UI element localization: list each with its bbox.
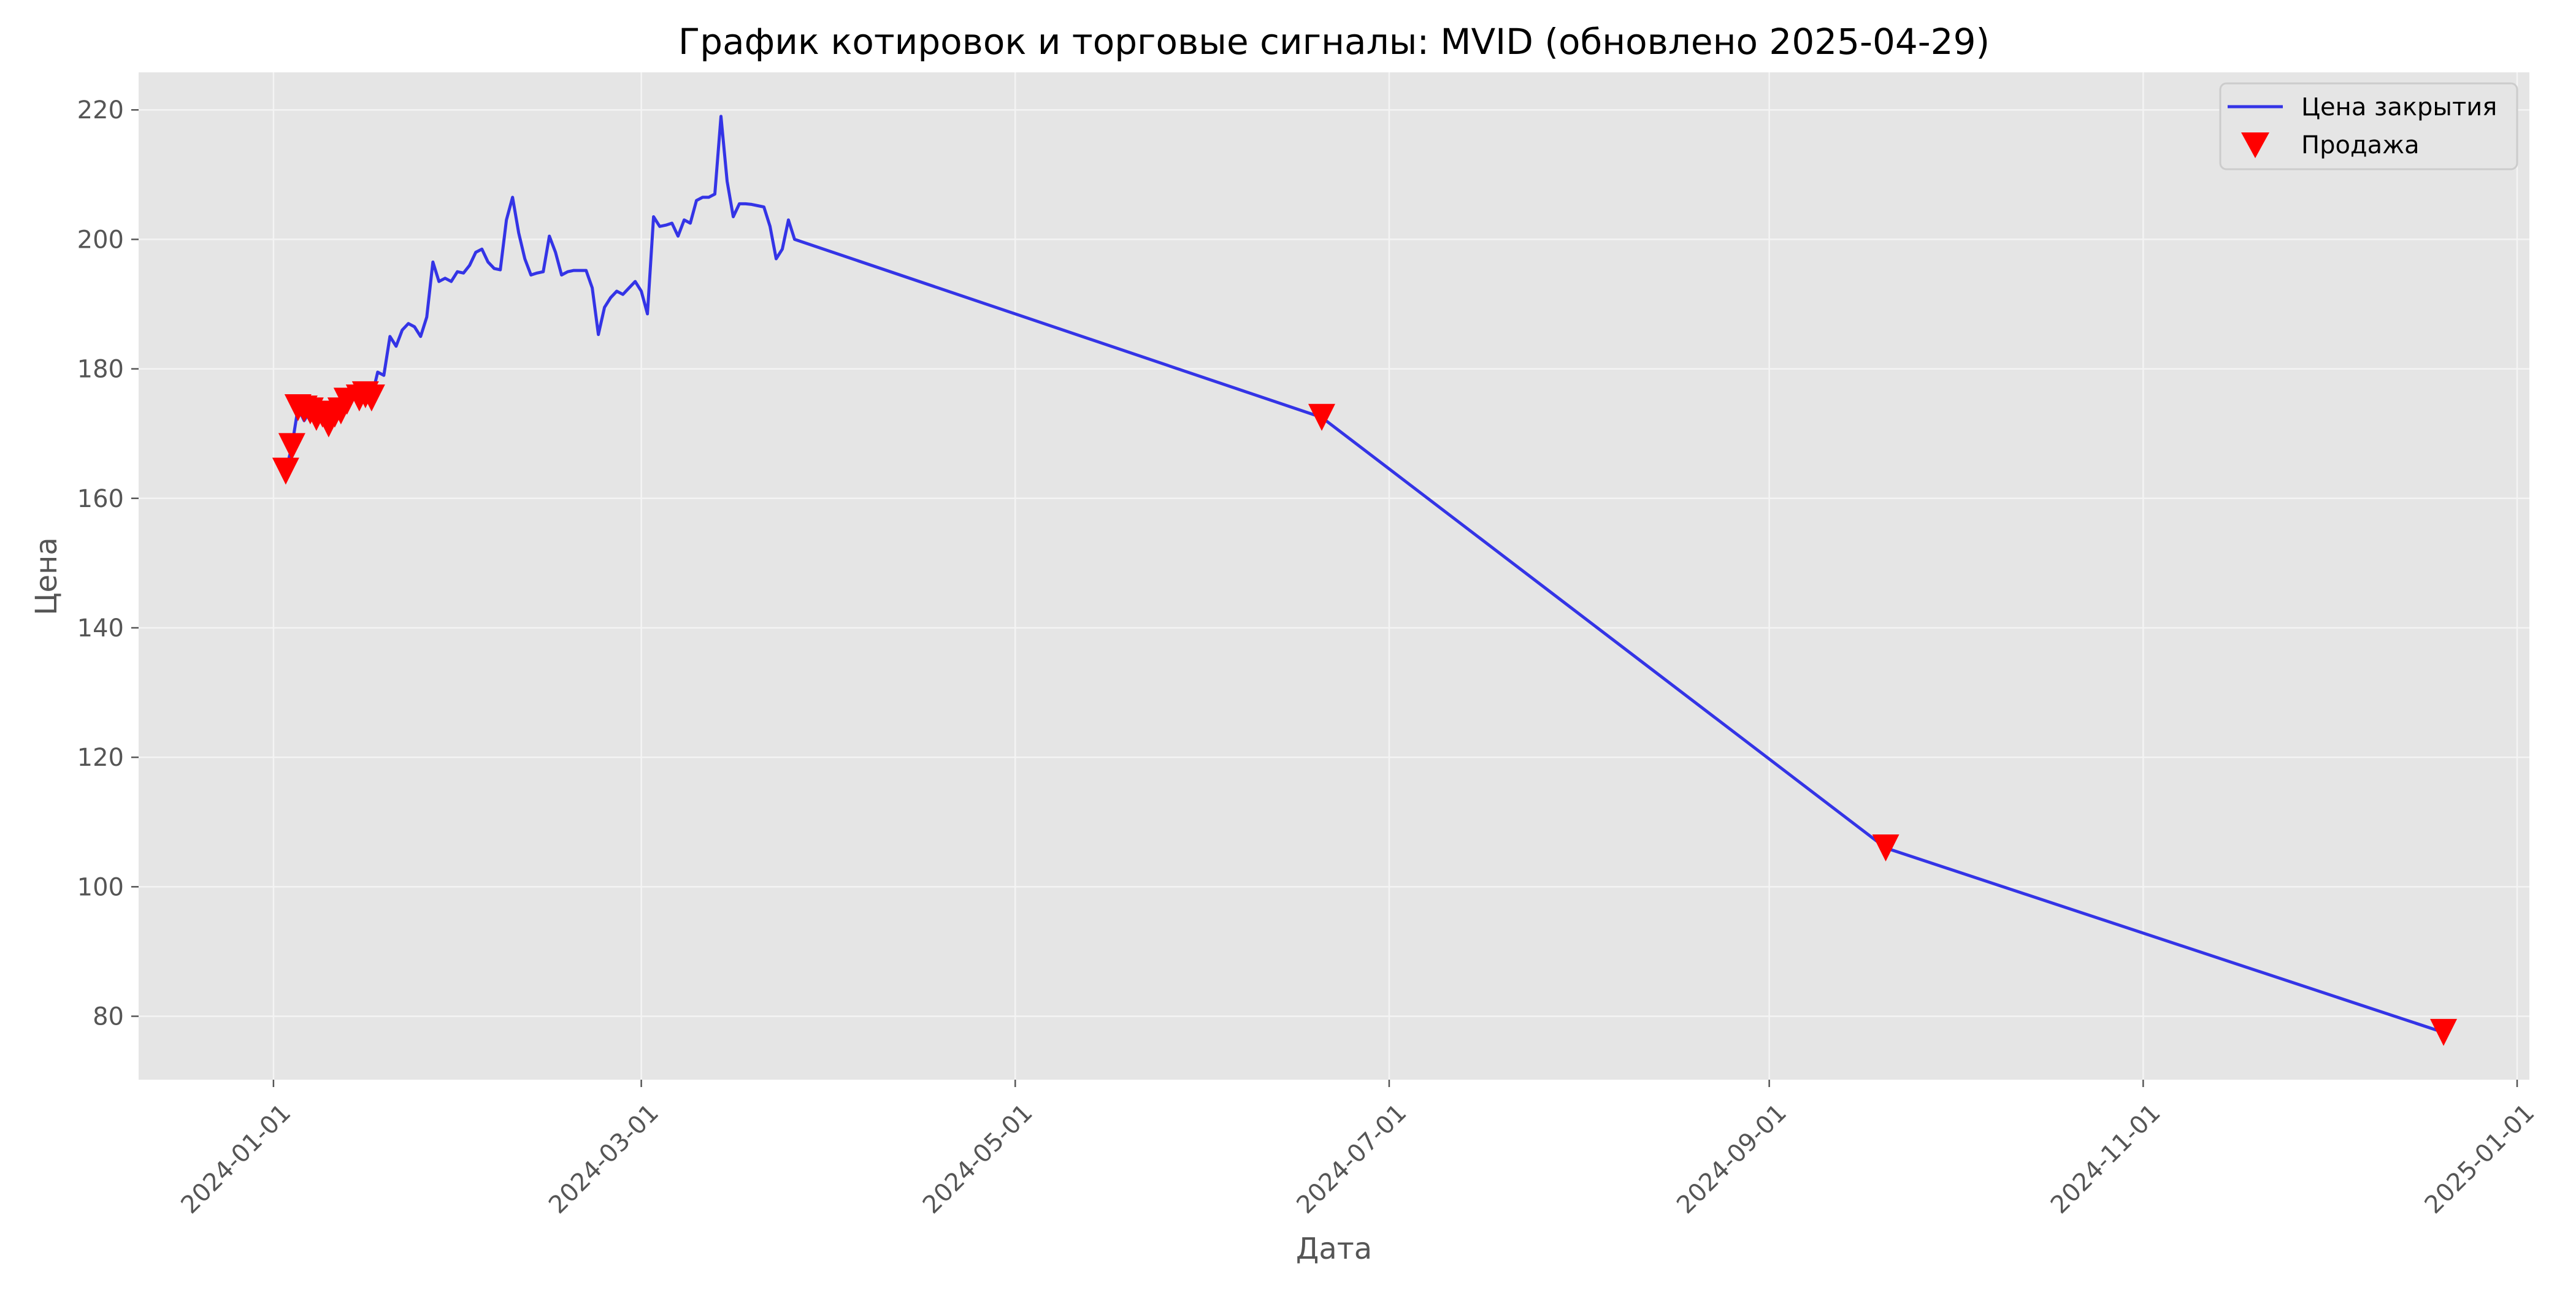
marker-layer	[272, 381, 2458, 1046]
y-tick-label: 80	[93, 1003, 124, 1031]
y-tick-label: 180	[77, 356, 124, 384]
sell-signal-marker	[1872, 834, 1899, 861]
y-tick-label: 140	[77, 614, 124, 643]
legend-label-sell: Продажа	[2301, 131, 2420, 159]
plot-area	[139, 72, 2529, 1080]
y-axis-label: Цена	[29, 537, 64, 616]
legend-sell-marker-icon	[2241, 132, 2269, 158]
sell-signal-marker	[2430, 1018, 2458, 1046]
sell-signal-marker	[272, 457, 299, 485]
legend: Цена закрытия Продажа	[2219, 82, 2518, 170]
chart-title: График котировок и торговые сигналы: MVI…	[678, 21, 1990, 63]
y-tick-label: 100	[77, 873, 124, 901]
sell-signal-marker	[1308, 403, 1336, 431]
sell-signal-marker	[358, 384, 385, 412]
y-tick-label: 160	[77, 485, 124, 513]
legend-box	[2219, 82, 2518, 170]
y-tick-label: 220	[77, 96, 124, 124]
sell-signal-marker	[278, 433, 305, 460]
x-axis-label: Дата	[1296, 1232, 1372, 1266]
y-tick-label: 200	[77, 226, 124, 254]
legend-label-close-price: Цена закрытия	[2301, 93, 2497, 121]
grid-layer	[139, 72, 2529, 1080]
y-tick-label: 120	[77, 744, 124, 772]
